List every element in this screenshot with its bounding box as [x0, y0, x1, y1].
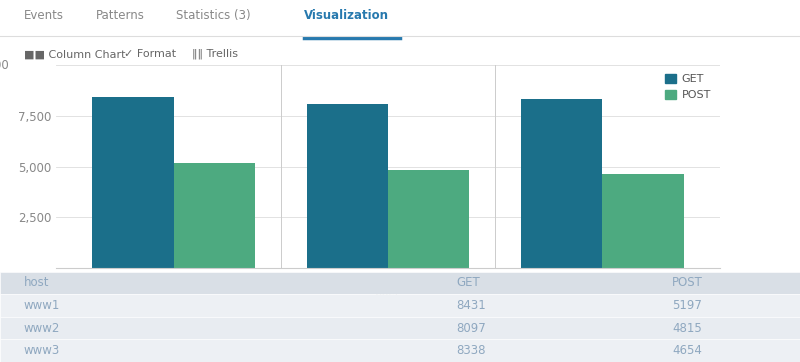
- Text: host: host: [24, 276, 50, 289]
- Legend: GET, POST: GET, POST: [662, 71, 714, 104]
- Text: 8097: 8097: [456, 321, 486, 334]
- Text: Patterns: Patterns: [96, 9, 145, 22]
- Bar: [0, 340, 800, 362]
- Bar: [0, 294, 800, 317]
- Text: Visualization: Visualization: [304, 9, 389, 22]
- Text: Statistics (3): Statistics (3): [176, 9, 250, 22]
- Bar: [0, 272, 800, 294]
- Text: www1: www1: [24, 299, 60, 312]
- Bar: [521, 99, 602, 268]
- Text: POST: POST: [672, 276, 703, 289]
- Text: Events: Events: [24, 9, 64, 22]
- X-axis label: host: host: [375, 290, 401, 303]
- Text: www2: www2: [24, 321, 60, 334]
- Bar: [602, 173, 683, 268]
- Text: ✓ Format: ✓ Format: [124, 49, 176, 59]
- Text: 8338: 8338: [456, 344, 486, 357]
- Text: GET: GET: [456, 276, 480, 289]
- Text: ■■ Column Chart: ■■ Column Chart: [24, 49, 126, 59]
- Bar: [306, 104, 388, 268]
- Bar: [388, 170, 470, 268]
- Text: 4654: 4654: [672, 344, 702, 357]
- Bar: [174, 163, 255, 268]
- Text: 10,000: 10,000: [0, 59, 10, 72]
- Bar: [93, 97, 174, 268]
- Bar: [0, 317, 800, 340]
- Text: 4815: 4815: [672, 321, 702, 334]
- Text: ‖‖ Trellis: ‖‖ Trellis: [192, 49, 238, 59]
- Text: 5197: 5197: [672, 299, 702, 312]
- Text: www3: www3: [24, 344, 60, 357]
- Text: 8431: 8431: [456, 299, 486, 312]
